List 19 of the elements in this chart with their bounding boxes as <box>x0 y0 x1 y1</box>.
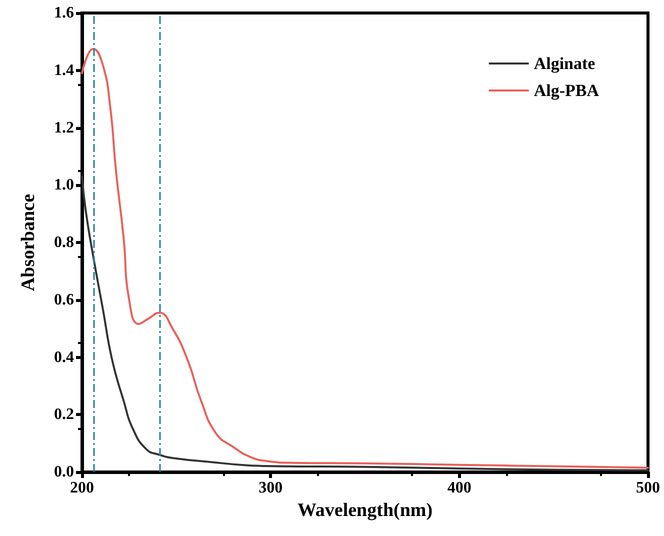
y-tick-label: 1.0 <box>54 176 74 194</box>
y-tick-label: 1.6 <box>54 4 74 22</box>
y-axis-title: Absorbance <box>18 194 39 292</box>
y-tick-label: 0.0 <box>54 464 74 480</box>
legend-label: Alg-PBA <box>534 81 600 100</box>
x-tick-label: 300 <box>258 480 283 496</box>
line-series <box>81 48 649 469</box>
x-axis-title: Wavelength(nm) <box>297 500 433 521</box>
y-tick-label: 0.8 <box>54 234 74 251</box>
legend-label: Alginate <box>534 54 596 73</box>
y-tick-label: 0.6 <box>54 291 74 308</box>
x-tick-label: 200 <box>70 480 94 496</box>
y-tick-label: 0.2 <box>54 406 74 424</box>
y-tick-label: 0.4 <box>54 348 74 366</box>
x-tick-label: 400 <box>447 480 472 496</box>
y-tick-label: 1.4 <box>54 62 74 79</box>
line-series <box>81 176 649 472</box>
x-tick-label: 500 <box>636 480 660 496</box>
y-tick-label: 1.2 <box>54 119 74 136</box>
